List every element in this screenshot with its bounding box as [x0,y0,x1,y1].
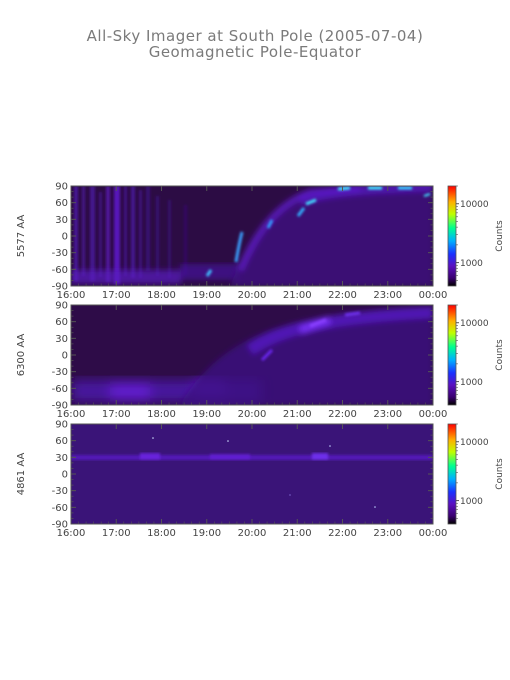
x-tick-label: 19:00 [192,528,221,539]
y-tick-label: 90 [55,182,68,193]
y-axis-label: 5577 AA [16,215,27,258]
y-tick-label: 90 [55,301,68,312]
colorbar [447,423,457,525]
x-tick-label: 18:00 [147,528,176,539]
colorbar-tick-label: 1000 [460,378,483,388]
bright-features-5577 [205,186,431,277]
x-tick-label: 00:00 [419,528,448,539]
x-tick-label: 21:00 [283,409,312,420]
colorbar-tick-label: 1000 [460,497,483,507]
y-tick-label: 60 [55,317,68,328]
y-tick-label: 0 [62,232,68,243]
y-tick-label: -60 [52,503,68,514]
y-tick-label: -90 [52,282,68,293]
y-tick-label: -90 [52,520,68,531]
x-tick-label: 20:00 [238,528,267,539]
y-tick-label: 0 [62,470,68,481]
y-tick-label: 60 [55,436,68,447]
chart-subtitle: Geomagnetic Pole-Equator [148,43,362,61]
colorbar-label: Counts [495,339,505,371]
colorbar-label: Counts [495,458,505,490]
panel-4861 [70,423,434,525]
zenith-band-4861 [71,453,433,460]
x-tick-label: 19:00 [192,409,221,420]
x-tick-label: 20:00 [238,409,267,420]
x-tick-label: 21:00 [283,290,312,301]
x-tick-label: 23:00 [373,409,402,420]
stars-4861 [152,437,376,508]
y-tick-label: 30 [55,334,68,345]
x-tick-label: 16:00 [57,409,86,420]
y-tick-label: -30 [52,248,68,259]
bright-features-6300 [260,311,361,362]
x-tick-label: 20:00 [238,290,267,301]
x-tick-label: 22:00 [328,409,357,420]
y-axis-label: 6300 AA [16,334,27,377]
x-tick-label: 17:00 [102,528,131,539]
y-tick-label: -90 [52,401,68,412]
x-tick-label: 17:00 [102,290,131,301]
y-tick-label: 90 [55,420,68,431]
x-tick-label: 00:00 [419,409,448,420]
streaks-5577 [74,186,187,284]
y-axis-label: 4861 AA [16,453,27,496]
x-tick-label: 17:00 [102,409,131,420]
arc-5577 [230,186,433,286]
x-tick-label: 19:00 [192,290,221,301]
colorbar [447,185,457,287]
x-tick-label: 00:00 [419,290,448,301]
chart-title: All-Sky Imager at South Pole (2005-07-04… [86,27,424,45]
x-tick-label: 23:00 [373,528,402,539]
panel-6300 [70,304,434,406]
colorbar-tick-label: 1000 [460,259,483,269]
y-tick-label: -30 [52,367,68,378]
panel-5577 [70,185,434,287]
heatmap-4861 [71,424,433,524]
x-tick-label: 18:00 [147,290,176,301]
colorbar-tick-label: 10000 [460,200,489,210]
x-tick-label: 22:00 [328,528,357,539]
x-tick-label: 23:00 [373,290,402,301]
y-tick-label: 30 [55,453,68,464]
x-tick-label: 22:00 [328,290,357,301]
y-tick-label: 0 [62,351,68,362]
x-tick-label: 16:00 [57,528,86,539]
y-tick-label: -60 [52,265,68,276]
x-tick-label: 18:00 [147,409,176,420]
x-tick-label: 21:00 [283,528,312,539]
y-tick-label: -30 [52,486,68,497]
y-tick-label: -60 [52,384,68,395]
colorbar [447,304,457,406]
y-tick-label: 30 [55,215,68,226]
colorbar-tick-label: 10000 [460,319,489,329]
x-tick-label: 16:00 [57,290,86,301]
y-tick-label: 60 [55,198,68,209]
colorbar-label: Counts [495,220,505,252]
colorbar-tick-label: 10000 [460,438,489,448]
